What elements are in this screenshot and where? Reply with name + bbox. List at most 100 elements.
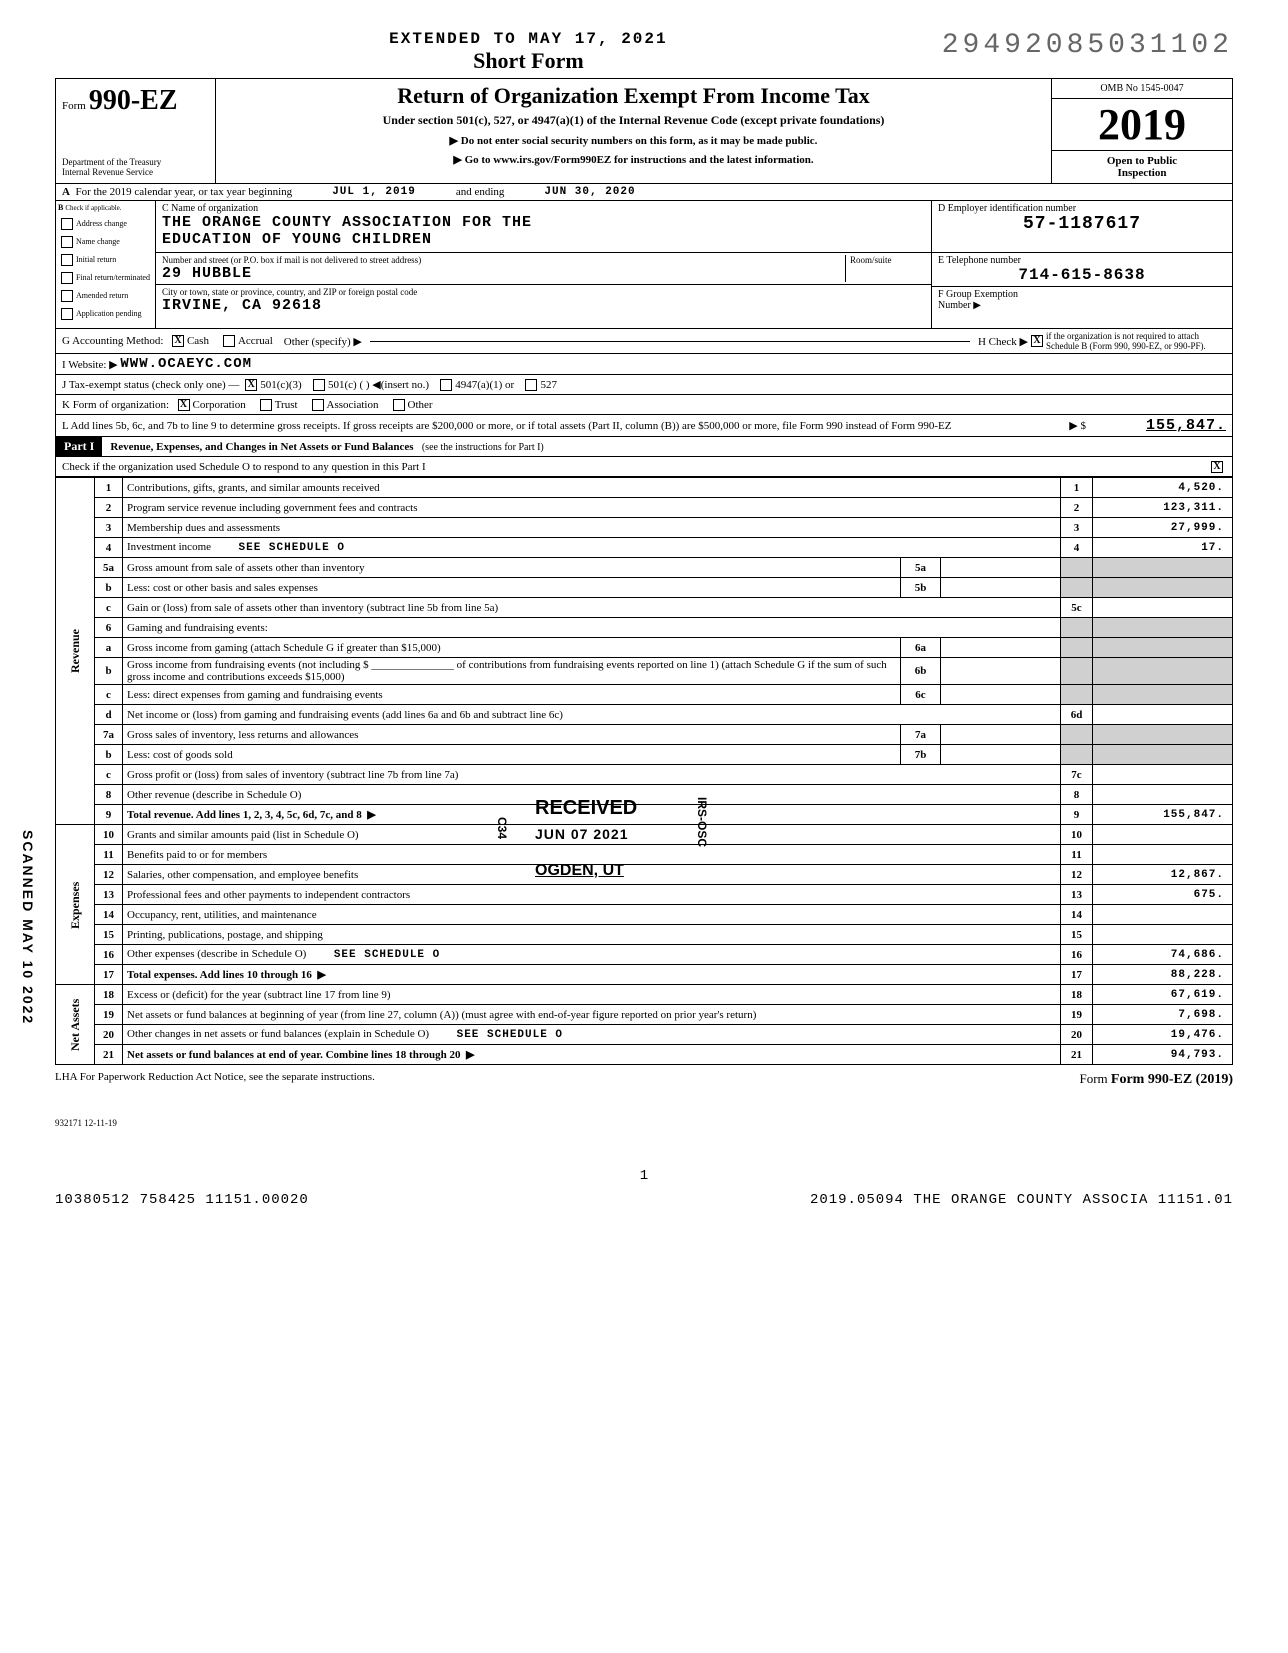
line-desc: Membership dues and assessments: [123, 518, 1061, 538]
ln: 2: [1061, 498, 1093, 518]
amt: [1093, 905, 1233, 925]
k-corp-checkbox[interactable]: X: [178, 399, 190, 411]
subtitle: Under section 501(c), 527, or 4947(a)(1)…: [226, 113, 1041, 128]
table-row: 17Total expenses. Add lines 10 through 1…: [56, 965, 1233, 985]
line-num: 15: [95, 925, 123, 945]
j-501c3-checkbox[interactable]: X: [245, 379, 257, 391]
bl-left: 10380512 758425 11151.00020: [55, 1192, 309, 1208]
bl-right: 2019.05094 THE ORANGE COUNTY ASSOCIA 111…: [810, 1192, 1233, 1208]
cash-checkbox[interactable]: X: [172, 335, 184, 347]
sub-num: 5b: [901, 578, 941, 598]
line-num: 2: [95, 498, 123, 518]
j-501c-checkbox[interactable]: [313, 379, 325, 391]
line-num: b: [95, 658, 123, 685]
part1-label: Part I: [56, 437, 102, 456]
ln: 19: [1061, 1005, 1093, 1025]
row-g-h: G Accounting Method: X Cash Accrual Othe…: [55, 329, 1233, 354]
check-o-box[interactable]: X: [1211, 461, 1223, 473]
flag-name[interactable]: Name change: [58, 236, 153, 248]
sub-val: [941, 638, 1061, 658]
k-other: Other: [408, 399, 433, 411]
ln-shaded: [1061, 745, 1093, 765]
line-desc: Less: direct expenses from gaming and fu…: [123, 685, 901, 705]
line-num: c: [95, 598, 123, 618]
table-row: 19Net assets or fund balances at beginni…: [56, 1005, 1233, 1025]
flag-pending[interactable]: Application pending: [58, 308, 153, 320]
warn-ssn: ▶ Do not enter social security numbers o…: [226, 134, 1041, 147]
line-desc: Gross income from gaming (attach Schedul…: [123, 638, 901, 658]
table-row: Revenue1Contributions, gifts, grants, an…: [56, 478, 1233, 498]
amt: [1093, 785, 1233, 805]
label-a: A: [62, 186, 70, 198]
line-desc: Gross sales of inventory, less returns a…: [123, 725, 901, 745]
sub-num: 6c: [901, 685, 941, 705]
line-desc: Other expenses (describe in Schedule O) …: [123, 945, 1061, 965]
header-center: Return of Organization Exempt From Incom…: [216, 79, 1052, 183]
extended-date: EXTENDED TO MAY 17, 2021: [115, 30, 942, 48]
ln: 6d: [1061, 705, 1093, 725]
begin-date: JUL 1, 2019: [332, 186, 416, 198]
table-row: bLess: cost of goods sold7b: [56, 745, 1233, 765]
line-num: 4: [95, 538, 123, 558]
h-checkbox[interactable]: X: [1031, 335, 1043, 347]
check-if: Check if applicable.: [65, 204, 121, 212]
table-row: 16Other expenses (describe in Schedule O…: [56, 945, 1233, 965]
amt: 7,698.: [1093, 1005, 1233, 1025]
line-desc: Gross profit or (loss) from sales of inv…: [123, 765, 1061, 785]
ln: 15: [1061, 925, 1093, 945]
g-other: Other (specify) ▶: [284, 335, 362, 348]
l-amount: 155,847.: [1086, 417, 1226, 434]
line-num: 9: [95, 805, 123, 825]
city: IRVINE, CA 92618: [162, 297, 925, 314]
accrual-checkbox[interactable]: [223, 335, 235, 347]
line-desc: Net assets or fund balances at end of ye…: [123, 1045, 1061, 1065]
table-row: cGross profit or (loss) from sales of in…: [56, 765, 1233, 785]
j-4947-checkbox[interactable]: [440, 379, 452, 391]
header-right: OMB No 1545-0047 2019 Open to Public Ins…: [1052, 79, 1232, 183]
flag-address[interactable]: Address change: [58, 218, 153, 230]
ln-shaded: [1061, 725, 1093, 745]
line-num: 16: [95, 945, 123, 965]
line-num: b: [95, 745, 123, 765]
table-row: 14Occupancy, rent, utilities, and mainte…: [56, 905, 1233, 925]
table-row: 15Printing, publications, postage, and s…: [56, 925, 1233, 945]
table-row: 5aGross amount from sale of assets other…: [56, 558, 1233, 578]
omb-number: OMB No 1545-0047: [1052, 79, 1232, 99]
line-num: 8: [95, 785, 123, 805]
ln: 3: [1061, 518, 1093, 538]
flag-final[interactable]: Final return/terminated: [58, 272, 153, 284]
ln-shaded: [1061, 558, 1093, 578]
d-label: D Employer identification number: [938, 203, 1226, 214]
line-num: 20: [95, 1025, 123, 1045]
k-other-checkbox[interactable]: [393, 399, 405, 411]
sub-num: 5a: [901, 558, 941, 578]
line-desc: Contributions, gifts, grants, and simila…: [123, 478, 1061, 498]
ln: 12: [1061, 865, 1093, 885]
table-row: 9Total revenue. Add lines 1, 2, 3, 4, 5c…: [56, 805, 1233, 825]
k-trust: Trust: [275, 399, 298, 411]
footer: LHA For Paperwork Reduction Act Notice, …: [55, 1071, 1233, 1088]
line-num: 5a: [95, 558, 123, 578]
part1-check-o: Check if the organization used Schedule …: [55, 457, 1233, 477]
line-num: 7a: [95, 725, 123, 745]
entity-block: B Check if applicable. Address change Na…: [55, 201, 1233, 329]
ln: 1: [1061, 478, 1093, 498]
j-527-checkbox[interactable]: [525, 379, 537, 391]
bottom-line: 10380512 758425 11151.00020 2019.05094 T…: [55, 1192, 1233, 1208]
amt: 123,311.: [1093, 498, 1233, 518]
flag-initial[interactable]: Initial return: [58, 254, 153, 266]
ln-shaded: [1061, 578, 1093, 598]
k-assoc: Association: [327, 399, 379, 411]
line-num: a: [95, 638, 123, 658]
amt: [1093, 598, 1233, 618]
table-row: 13Professional fees and other payments t…: [56, 885, 1233, 905]
form-prefix: Form: [62, 100, 86, 112]
flag-amended[interactable]: Amended return: [58, 290, 153, 302]
amt-shaded: [1093, 578, 1233, 598]
k-trust-checkbox[interactable]: [260, 399, 272, 411]
k-assoc-checkbox[interactable]: [312, 399, 324, 411]
lha-notice: LHA For Paperwork Reduction Act Notice, …: [55, 1071, 375, 1088]
k-label: K Form of organization:: [62, 399, 169, 411]
financial-table: Revenue1Contributions, gifts, grants, an…: [55, 477, 1233, 1065]
line-desc: Grants and similar amounts paid (list in…: [123, 825, 1061, 845]
